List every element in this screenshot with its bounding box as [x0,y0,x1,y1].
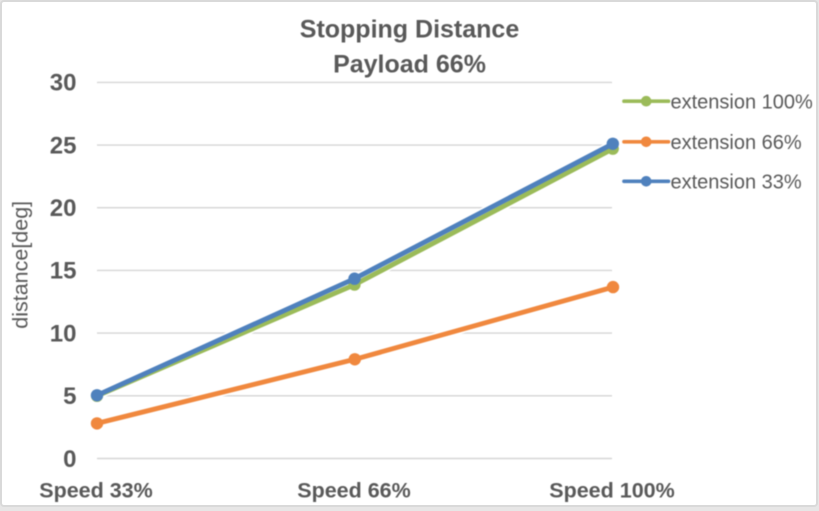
svg-text:Speed 66%: Speed 66% [297,479,411,503]
svg-text:5: 5 [63,383,76,410]
svg-text:20: 20 [50,195,77,222]
svg-text:Speed 100%: Speed 100% [549,479,674,503]
svg-text:25: 25 [50,132,77,159]
svg-text:extension 66%: extension 66% [671,132,802,154]
svg-text:30: 30 [50,70,77,97]
svg-text:10: 10 [50,320,77,347]
svg-text:15: 15 [50,258,77,285]
svg-text:extension 33%: extension 33% [671,171,802,193]
svg-text:0: 0 [63,446,76,473]
svg-text:Speed 33%: Speed 33% [39,479,153,503]
svg-text:Stopping Distance: Stopping Distance [300,16,520,44]
svg-text:Payload 66%: Payload 66% [333,50,486,78]
svg-text:extension 100%: extension 100% [671,91,814,113]
svg-text:distance[deg]: distance[deg] [9,201,33,329]
